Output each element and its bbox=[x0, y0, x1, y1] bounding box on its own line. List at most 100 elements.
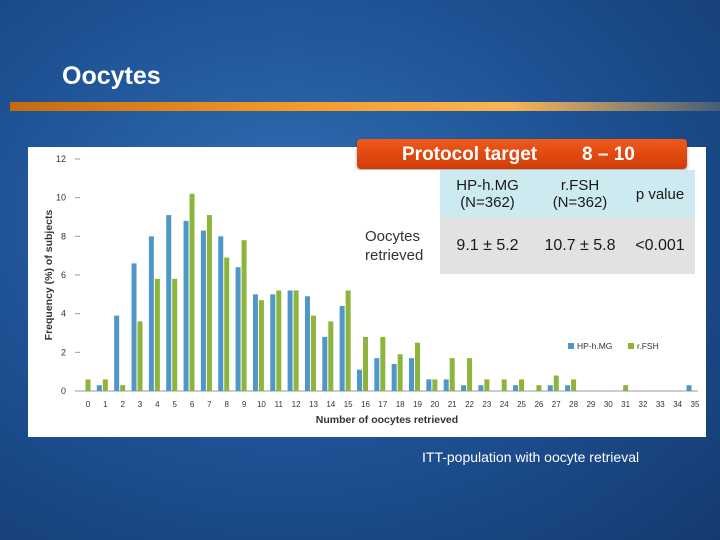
bar-hp-hmg bbox=[391, 363, 397, 391]
value-rfsh: 10.7 ± 5.8 bbox=[535, 218, 625, 274]
x-tick-label: 29 bbox=[586, 400, 595, 409]
bar-rfsh bbox=[467, 358, 473, 391]
bar-rfsh bbox=[571, 379, 577, 391]
x-axis-label: Number of oocytes retrieved bbox=[316, 414, 458, 426]
bar-hp-hmg bbox=[356, 369, 362, 391]
x-tick-label: 10 bbox=[257, 400, 266, 409]
bar-hp-hmg bbox=[339, 305, 345, 391]
x-tick-label: 1 bbox=[103, 400, 108, 409]
header-p-value: p value bbox=[625, 170, 695, 218]
y-tick-label: 2 bbox=[61, 347, 66, 357]
bar-rfsh bbox=[432, 379, 438, 391]
header-hp-hmg: HP-h.MG (N=362) bbox=[440, 170, 535, 218]
table-header-row: HP-h.MG (N=362) r.FSH (N=362) p value bbox=[357, 170, 695, 218]
x-tick-label: 14 bbox=[326, 400, 335, 409]
bar-rfsh bbox=[224, 257, 230, 391]
x-tick-label: 3 bbox=[138, 400, 143, 409]
bar-rfsh bbox=[536, 385, 542, 391]
bar-hp-hmg bbox=[409, 358, 415, 391]
bar-hp-hmg bbox=[513, 385, 519, 391]
x-tick-label: 7 bbox=[207, 400, 212, 409]
y-tick-label: 6 bbox=[61, 270, 66, 280]
x-tick-label: 21 bbox=[448, 400, 457, 409]
bar-rfsh bbox=[415, 342, 421, 391]
y-tick-label: 8 bbox=[61, 231, 66, 241]
bar-hp-hmg bbox=[200, 230, 206, 391]
header-rfsh: r.FSH (N=362) bbox=[535, 170, 625, 218]
bar-rfsh bbox=[345, 290, 351, 391]
bar-hp-hmg bbox=[235, 267, 241, 391]
title-underline-bar bbox=[10, 102, 720, 111]
header-rfsh-n: (N=362) bbox=[552, 194, 608, 211]
legend-swatch-hp-hmg bbox=[568, 343, 574, 349]
x-tick-label: 24 bbox=[500, 400, 509, 409]
bar-hp-hmg bbox=[565, 385, 571, 391]
y-axis-label: Frequency (%) of subjects bbox=[43, 210, 55, 341]
x-tick-label: 2 bbox=[120, 400, 125, 409]
x-tick-label: 32 bbox=[639, 400, 648, 409]
value-p: <0.001 bbox=[625, 218, 695, 274]
bar-hp-hmg bbox=[322, 336, 328, 391]
x-tick-label: 5 bbox=[172, 400, 177, 409]
bar-hp-hmg bbox=[304, 296, 310, 391]
bar-hp-hmg bbox=[252, 294, 258, 391]
x-tick-label: 4 bbox=[155, 400, 160, 409]
bar-rfsh bbox=[120, 385, 126, 391]
legend-label-hp-hmg: HP-h.MG bbox=[577, 341, 612, 351]
bar-rfsh bbox=[519, 379, 525, 391]
header-rfsh-name: r.FSH bbox=[560, 177, 600, 194]
row-label-line1: Oocytes bbox=[365, 228, 421, 245]
y-tick-label: 10 bbox=[56, 193, 66, 203]
bar-hp-hmg bbox=[478, 385, 484, 391]
bar-rfsh bbox=[553, 375, 559, 391]
bar-rfsh bbox=[501, 379, 507, 391]
bar-rfsh bbox=[328, 321, 334, 391]
bar-rfsh bbox=[241, 240, 247, 391]
x-tick-label: 8 bbox=[225, 400, 230, 409]
bar-rfsh bbox=[85, 379, 91, 391]
bar-hp-hmg bbox=[166, 215, 172, 391]
x-tick-label: 17 bbox=[378, 400, 387, 409]
x-tick-label: 31 bbox=[621, 400, 630, 409]
bar-rfsh bbox=[137, 321, 143, 391]
x-tick-label: 19 bbox=[413, 400, 422, 409]
bar-rfsh bbox=[276, 290, 282, 391]
bar-hp-hmg bbox=[270, 294, 276, 391]
bar-hp-hmg bbox=[686, 385, 692, 391]
bar-rfsh bbox=[310, 315, 316, 391]
x-tick-label: 11 bbox=[275, 400, 284, 409]
row-label-line2: retrieved bbox=[365, 247, 424, 264]
x-tick-label: 28 bbox=[569, 400, 578, 409]
protocol-target-banner: Protocol target 8 – 10 bbox=[357, 139, 687, 169]
x-tick-label: 22 bbox=[465, 400, 474, 409]
bar-rfsh bbox=[189, 193, 195, 391]
bar-hp-hmg bbox=[96, 385, 102, 391]
bar-hp-hmg bbox=[218, 236, 224, 391]
x-tick-label: 27 bbox=[552, 400, 561, 409]
x-tick-label: 23 bbox=[482, 400, 491, 409]
bar-rfsh bbox=[102, 379, 108, 391]
row-label: Oocytes retrieved bbox=[357, 218, 440, 274]
bar-hp-hmg bbox=[287, 290, 293, 391]
x-tick-label: 26 bbox=[534, 400, 543, 409]
header-hp-hmg-name: HP-h.MG bbox=[456, 177, 519, 194]
protocol-target-range: 8 – 10 bbox=[582, 144, 635, 165]
protocol-target-label: Protocol target bbox=[402, 144, 538, 165]
table-corner-cell bbox=[357, 170, 440, 218]
table-row: Oocytes retrieved 9.1 ± 5.2 10.7 ± 5.8 <… bbox=[357, 218, 695, 274]
bar-rfsh bbox=[362, 336, 368, 391]
legend-label-rfsh: r.FSH bbox=[637, 341, 659, 351]
bar-hp-hmg bbox=[426, 379, 432, 391]
header-p-value-label: p value bbox=[635, 185, 685, 203]
x-tick-label: 33 bbox=[656, 400, 665, 409]
x-tick-label: 16 bbox=[361, 400, 370, 409]
bar-rfsh bbox=[172, 278, 178, 391]
y-tick-label: 0 bbox=[61, 386, 66, 396]
x-tick-label: 9 bbox=[242, 400, 247, 409]
x-tick-label: 35 bbox=[691, 400, 700, 409]
bar-rfsh bbox=[623, 385, 629, 391]
bar-hp-hmg bbox=[131, 263, 137, 391]
x-tick-label: 0 bbox=[86, 400, 91, 409]
bar-hp-hmg bbox=[114, 315, 120, 391]
